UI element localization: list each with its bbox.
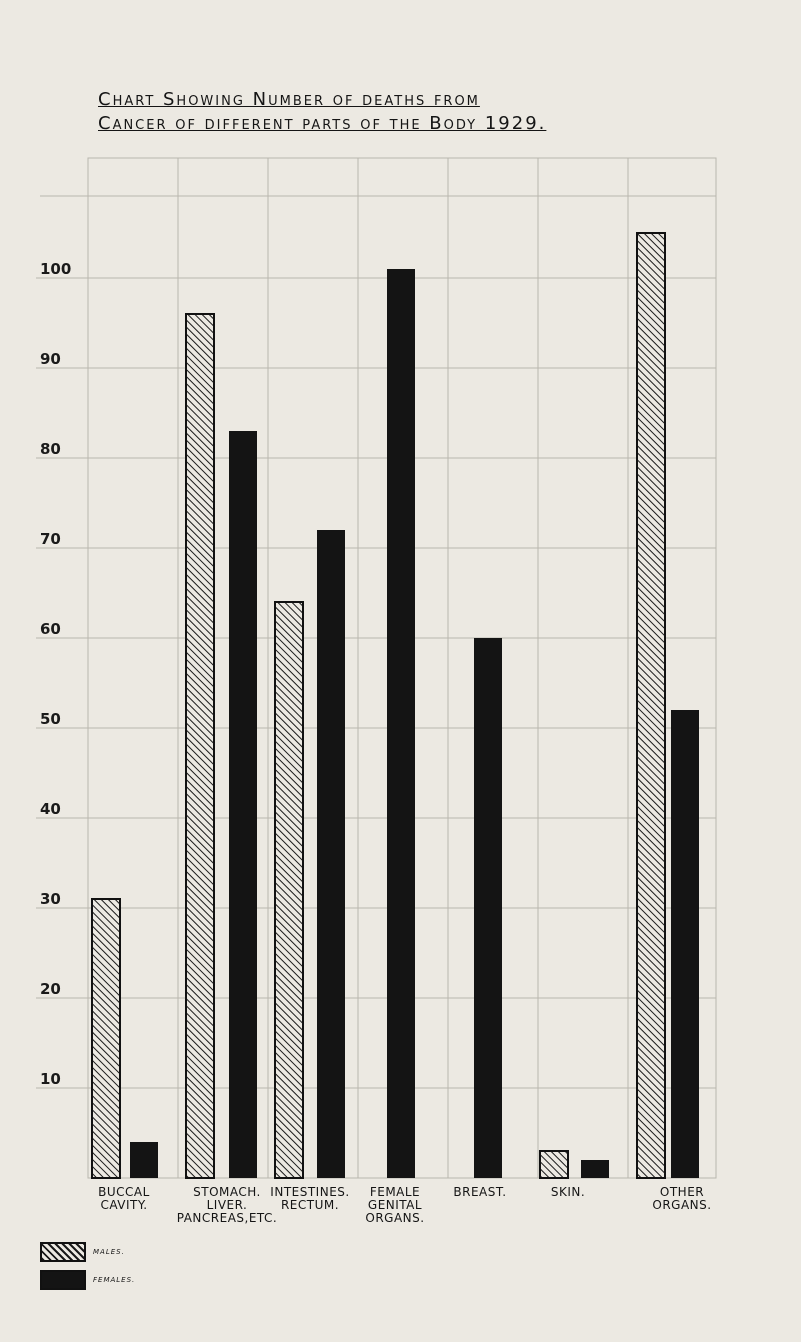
category-label: SKIN. <box>550 1185 586 1199</box>
bar-females <box>317 530 345 1178</box>
bar-females <box>671 710 699 1178</box>
bar-females <box>387 269 415 1178</box>
bar-males <box>91 898 121 1179</box>
y-tick-label: 40 <box>40 800 61 818</box>
legend-hatched-swatch <box>40 1242 86 1262</box>
bar-males <box>185 313 215 1179</box>
bar-males <box>539 1150 569 1179</box>
y-tick-label: 20 <box>40 980 61 998</box>
chart-title: Chart Showing Number of deaths from Canc… <box>98 88 718 136</box>
legend-females: FEMALES. <box>40 1270 135 1290</box>
legend-females-label: FEMALES. <box>93 1276 136 1284</box>
legend-males: MALES. <box>40 1242 125 1262</box>
category-label: STOMACH. LIVER. PANCREAS,ETC. <box>176 1185 278 1225</box>
y-tick-label: 90 <box>40 350 61 368</box>
category-label: FEMALE GENITAL ORGANS. <box>365 1185 425 1225</box>
y-tick-label: 60 <box>40 620 61 638</box>
bar-females <box>130 1142 158 1178</box>
bar-males <box>274 601 304 1179</box>
chart-title-line1: Chart Showing Number of deaths from <box>98 89 480 110</box>
category-label: BUCCAL CAVITY. <box>98 1185 150 1212</box>
bars <box>91 232 699 1179</box>
bar-females <box>581 1160 609 1178</box>
y-tick-label: 50 <box>40 710 61 728</box>
chart-title-line2: Cancer of different parts of the Body 19… <box>98 113 547 134</box>
category-label: OTHER ORGANS. <box>652 1185 712 1212</box>
y-tick-label: 10 <box>40 1070 61 1088</box>
legend-solid-swatch <box>40 1270 86 1290</box>
bar-females <box>474 638 502 1178</box>
category-label: INTESTINES. RECTUM. <box>270 1185 350 1212</box>
bar-females <box>229 431 257 1178</box>
legend-males-label: MALES. <box>93 1248 125 1256</box>
grid <box>40 157 717 1179</box>
y-tick-label: 70 <box>40 530 61 548</box>
y-tick-label: 30 <box>40 890 61 908</box>
y-tick-label: 80 <box>40 440 61 458</box>
category-label: BREAST. <box>453 1185 507 1199</box>
bar-males <box>636 232 666 1179</box>
y-tick-label: 100 <box>40 260 71 278</box>
y-axis: 10 20 30 40 50 60 70 80 90 100 <box>36 260 716 1089</box>
